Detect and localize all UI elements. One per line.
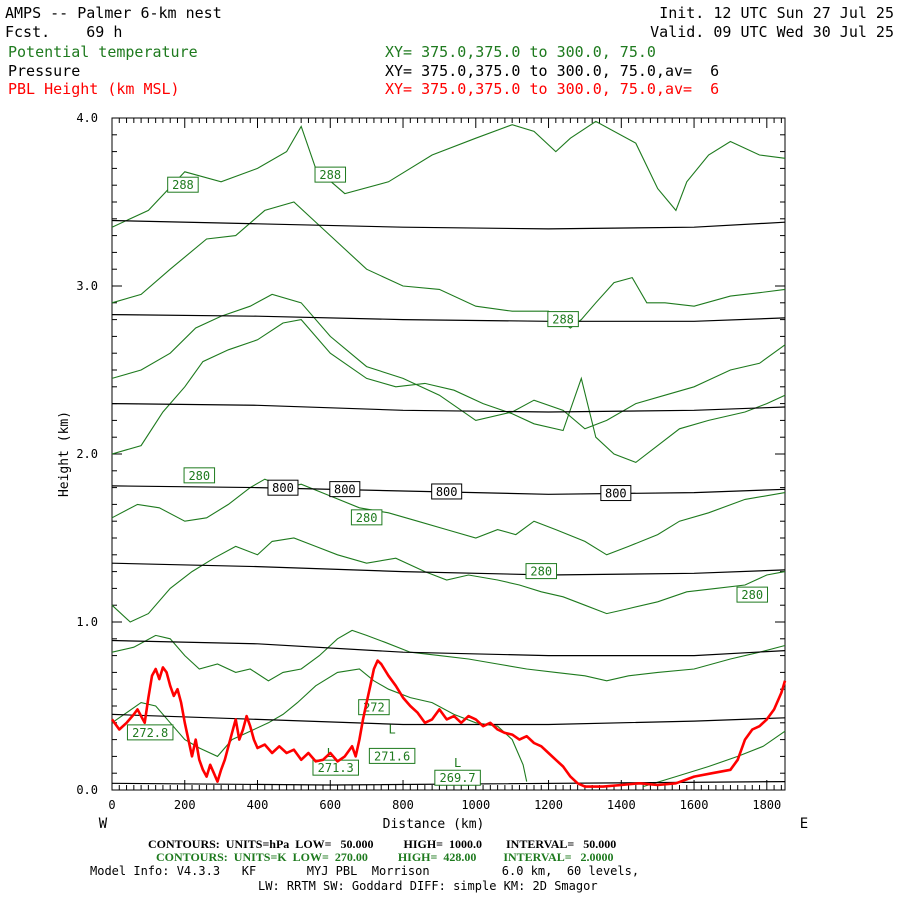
theta-label-box [167, 176, 199, 193]
theta-label-box [314, 166, 347, 183]
theta-label: 272.8 [132, 726, 168, 740]
x-axis-label: Distance (km) [383, 817, 485, 832]
x-tick-label: 0 [108, 798, 115, 812]
theta-label-box [736, 586, 769, 603]
theta-label: 271.3 [318, 761, 354, 775]
forecast-hour: Fcst. 69 h [5, 23, 123, 41]
pressure-label-box [431, 483, 463, 500]
theta-contour [111, 478, 786, 556]
pressure-contour-info: CONTOURS: UNITS=hPa LOW= 50.000 HIGH= 10… [148, 837, 617, 851]
west-end-label: W [99, 816, 108, 832]
xsect-endpoints-pbl: XY= 375.0,375.0 to 300.0, 75.0,av= 6 [385, 80, 720, 98]
x-tick-label: 1600 [680, 798, 709, 812]
theta-contour [111, 319, 786, 464]
pressure-contour [111, 562, 786, 576]
theta-label: 280 [356, 511, 378, 525]
x-tick-label: 200 [174, 798, 196, 812]
pressure-contour [111, 314, 786, 322]
field-pbl-label: PBL Height (km MSL) [8, 80, 180, 98]
y-tick-label: 3.0 [76, 279, 98, 293]
theta-label-box [525, 563, 558, 580]
y-tick-label: 0.0 [76, 783, 98, 797]
theta-label-box [183, 467, 216, 484]
theta-label: 269.7 [440, 771, 476, 785]
x-tick-label: 1000 [461, 798, 490, 812]
valid-time: Valid. 09 UTC Wed 30 Jul 25 [650, 23, 894, 41]
pressure-contour [111, 219, 786, 230]
x-tick-label: 600 [319, 798, 341, 812]
pressure-contour [111, 485, 786, 495]
x-tick-label: 800 [392, 798, 414, 812]
physics-info: LW: RRTM SW: Goddard DIFF: simple KM: 2D… [258, 879, 598, 893]
theta-label-box [350, 509, 383, 526]
theta-contour [642, 730, 786, 788]
theta-label-box [368, 747, 416, 764]
low-marker: L [388, 723, 395, 737]
theta-contour [111, 201, 786, 329]
chart-title: AMPS -- Palmer 6-km nest [5, 4, 222, 22]
theta-contour [111, 629, 786, 682]
pressure-label-box [329, 481, 361, 498]
theta-label-box [126, 724, 174, 741]
y-tick-label: 1.0 [76, 615, 98, 629]
xsect-endpoints-pressure: XY= 375.0,375.0 to 300.0, 75.0,av= 6 [385, 62, 720, 80]
init-time: Init. 12 UTC Sun 27 Jul 25 [659, 4, 894, 22]
pressure-label: 800 [436, 485, 458, 499]
theta-label: 280 [530, 565, 552, 579]
pressure-label: 800 [272, 481, 294, 495]
theta-label: 288 [552, 313, 574, 327]
pressure-contour [111, 639, 786, 657]
model-info: Model Info: V4.3.3 KF MYJ PBL Morrison 6… [90, 864, 640, 878]
theta-label-box [434, 769, 481, 786]
y-tick-label: 4.0 [76, 111, 98, 125]
plot-frame [111, 117, 786, 791]
theta-contour-info: CONTOURS: UNITS=K LOW= 270.00 HIGH= 428.… [156, 850, 614, 864]
pressure-contour [111, 403, 786, 413]
theta-contour [111, 293, 786, 430]
x-tick-label: 400 [247, 798, 269, 812]
theta-label-box [547, 311, 579, 328]
xsect-endpoints-theta: XY= 375.0,375.0 to 300.0, 75.0 [385, 43, 656, 61]
east-end-label: E [800, 816, 808, 832]
field-pressure-label: Pressure [8, 62, 81, 80]
pressure-label-box [600, 485, 632, 502]
x-tick-label: 1800 [752, 798, 781, 812]
x-tick-label: 1400 [607, 798, 636, 812]
theta-label: 288 [172, 178, 194, 192]
theta-contour [111, 537, 786, 623]
theta-label: 280 [741, 588, 763, 602]
low-marker: L [454, 756, 461, 770]
pressure-label-box [267, 479, 299, 496]
theta-label: 271.6 [374, 749, 410, 763]
field-theta-label: Potential temperature [8, 43, 198, 61]
theta-label: 280 [188, 469, 210, 483]
pressure-contour [111, 713, 786, 726]
y-axis-label: Height (km) [57, 411, 72, 497]
pressure-label: 800 [605, 487, 627, 501]
y-tick-label: 2.0 [76, 447, 98, 461]
pressure-label: 800 [334, 483, 356, 497]
pbl-height-line [110, 659, 787, 788]
x-tick-label: 1200 [534, 798, 563, 812]
theta-label: 272 [363, 701, 385, 715]
theta-label: 288 [319, 168, 341, 182]
theta-contour [111, 120, 786, 228]
